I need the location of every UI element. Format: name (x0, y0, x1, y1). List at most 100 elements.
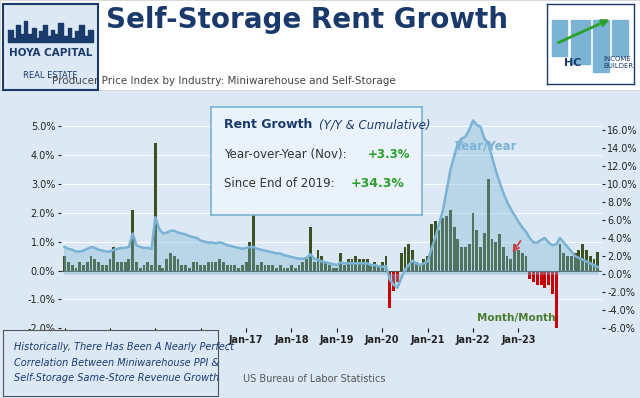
Bar (230, 265, 232, 271)
Bar (222, 262, 225, 271)
Bar (347, 259, 349, 271)
Bar (184, 265, 187, 271)
Bar (426, 256, 429, 271)
Bar (404, 248, 406, 271)
Bar (177, 259, 179, 271)
Bar (150, 265, 153, 271)
Bar (196, 262, 198, 271)
Bar (120, 262, 123, 271)
Text: REAL ESTATE: REAL ESTATE (24, 71, 77, 80)
Bar (612, 20, 628, 56)
Bar (551, 271, 554, 294)
Bar (381, 262, 383, 271)
Bar (109, 259, 111, 271)
Bar (343, 265, 346, 271)
Bar (97, 262, 100, 271)
Bar (593, 259, 595, 271)
Bar (570, 20, 589, 64)
Bar (203, 265, 206, 271)
Bar (452, 227, 456, 271)
Bar (422, 259, 425, 271)
Bar (547, 271, 550, 285)
Bar (494, 242, 497, 271)
Bar (244, 262, 248, 271)
Bar (301, 262, 304, 271)
Bar (529, 271, 531, 279)
Bar (211, 262, 214, 271)
Bar (147, 262, 149, 271)
Bar (563, 253, 565, 271)
Bar (476, 230, 478, 271)
Bar (309, 227, 312, 271)
Bar (434, 221, 436, 271)
Bar (207, 262, 210, 271)
Bar (358, 259, 361, 271)
Bar (324, 262, 327, 271)
Bar (86, 262, 89, 271)
Text: (Y/Y & Cumulative): (Y/Y & Cumulative) (319, 118, 431, 131)
Bar (321, 256, 323, 271)
Bar (313, 262, 316, 271)
Bar (392, 271, 395, 291)
Bar (218, 259, 221, 271)
Bar (502, 248, 505, 271)
Bar (415, 262, 418, 271)
Text: Producer Price Index by Industry: Miniwarehouse and Self-Storage: Producer Price Index by Industry: Miniwa… (52, 76, 396, 86)
Text: INCOME
BUILDER: INCOME BUILDER (604, 56, 634, 69)
Bar (419, 265, 422, 271)
Bar (268, 265, 270, 271)
Text: +3.3%: +3.3% (367, 148, 410, 161)
Bar (407, 244, 410, 271)
Text: Historically, There Has Been A Nearly Perfect
Correlation Between Miniwarehouse : Historically, There Has Been A Nearly Pe… (14, 342, 234, 383)
Bar (192, 262, 195, 271)
Bar (298, 265, 300, 271)
Bar (456, 239, 460, 271)
Bar (400, 253, 403, 271)
Bar (498, 234, 501, 271)
Bar (442, 219, 444, 271)
Text: Self-Storage Rent Growth: Self-Storage Rent Growth (106, 6, 508, 34)
Bar (543, 271, 547, 288)
Bar (517, 250, 520, 271)
Bar (438, 230, 440, 271)
Bar (165, 259, 168, 271)
Bar (248, 242, 252, 271)
Bar (332, 267, 335, 271)
Bar (483, 233, 486, 271)
Bar (290, 265, 293, 271)
Bar (430, 224, 433, 271)
Bar (282, 267, 285, 271)
Bar (294, 267, 297, 271)
Bar (101, 265, 104, 271)
Bar (355, 256, 357, 271)
Bar (570, 256, 573, 271)
Bar (143, 265, 145, 271)
Bar (365, 259, 369, 271)
Bar (135, 262, 138, 271)
Bar (566, 256, 569, 271)
Bar (593, 20, 609, 72)
Bar (573, 253, 577, 271)
Bar (113, 248, 115, 271)
Bar (449, 210, 452, 271)
Bar (536, 271, 539, 285)
Bar (241, 265, 244, 271)
Bar (509, 259, 512, 271)
Bar (525, 256, 527, 271)
Bar (468, 244, 470, 271)
Bar (271, 265, 274, 271)
Text: Year/Year: Year/Year (454, 139, 516, 152)
Bar (173, 256, 175, 271)
Bar (479, 248, 482, 271)
Bar (339, 253, 342, 271)
Text: +34.3%: +34.3% (351, 178, 404, 190)
Bar (169, 253, 172, 271)
Bar (214, 262, 217, 271)
Text: HC: HC (564, 58, 582, 68)
Bar (264, 265, 266, 271)
Bar (335, 267, 339, 271)
Text: HOYA CAPITAL: HOYA CAPITAL (9, 49, 92, 59)
Text: Since End of 2019:: Since End of 2019: (224, 178, 339, 190)
Bar (552, 20, 567, 56)
Bar (506, 256, 508, 271)
